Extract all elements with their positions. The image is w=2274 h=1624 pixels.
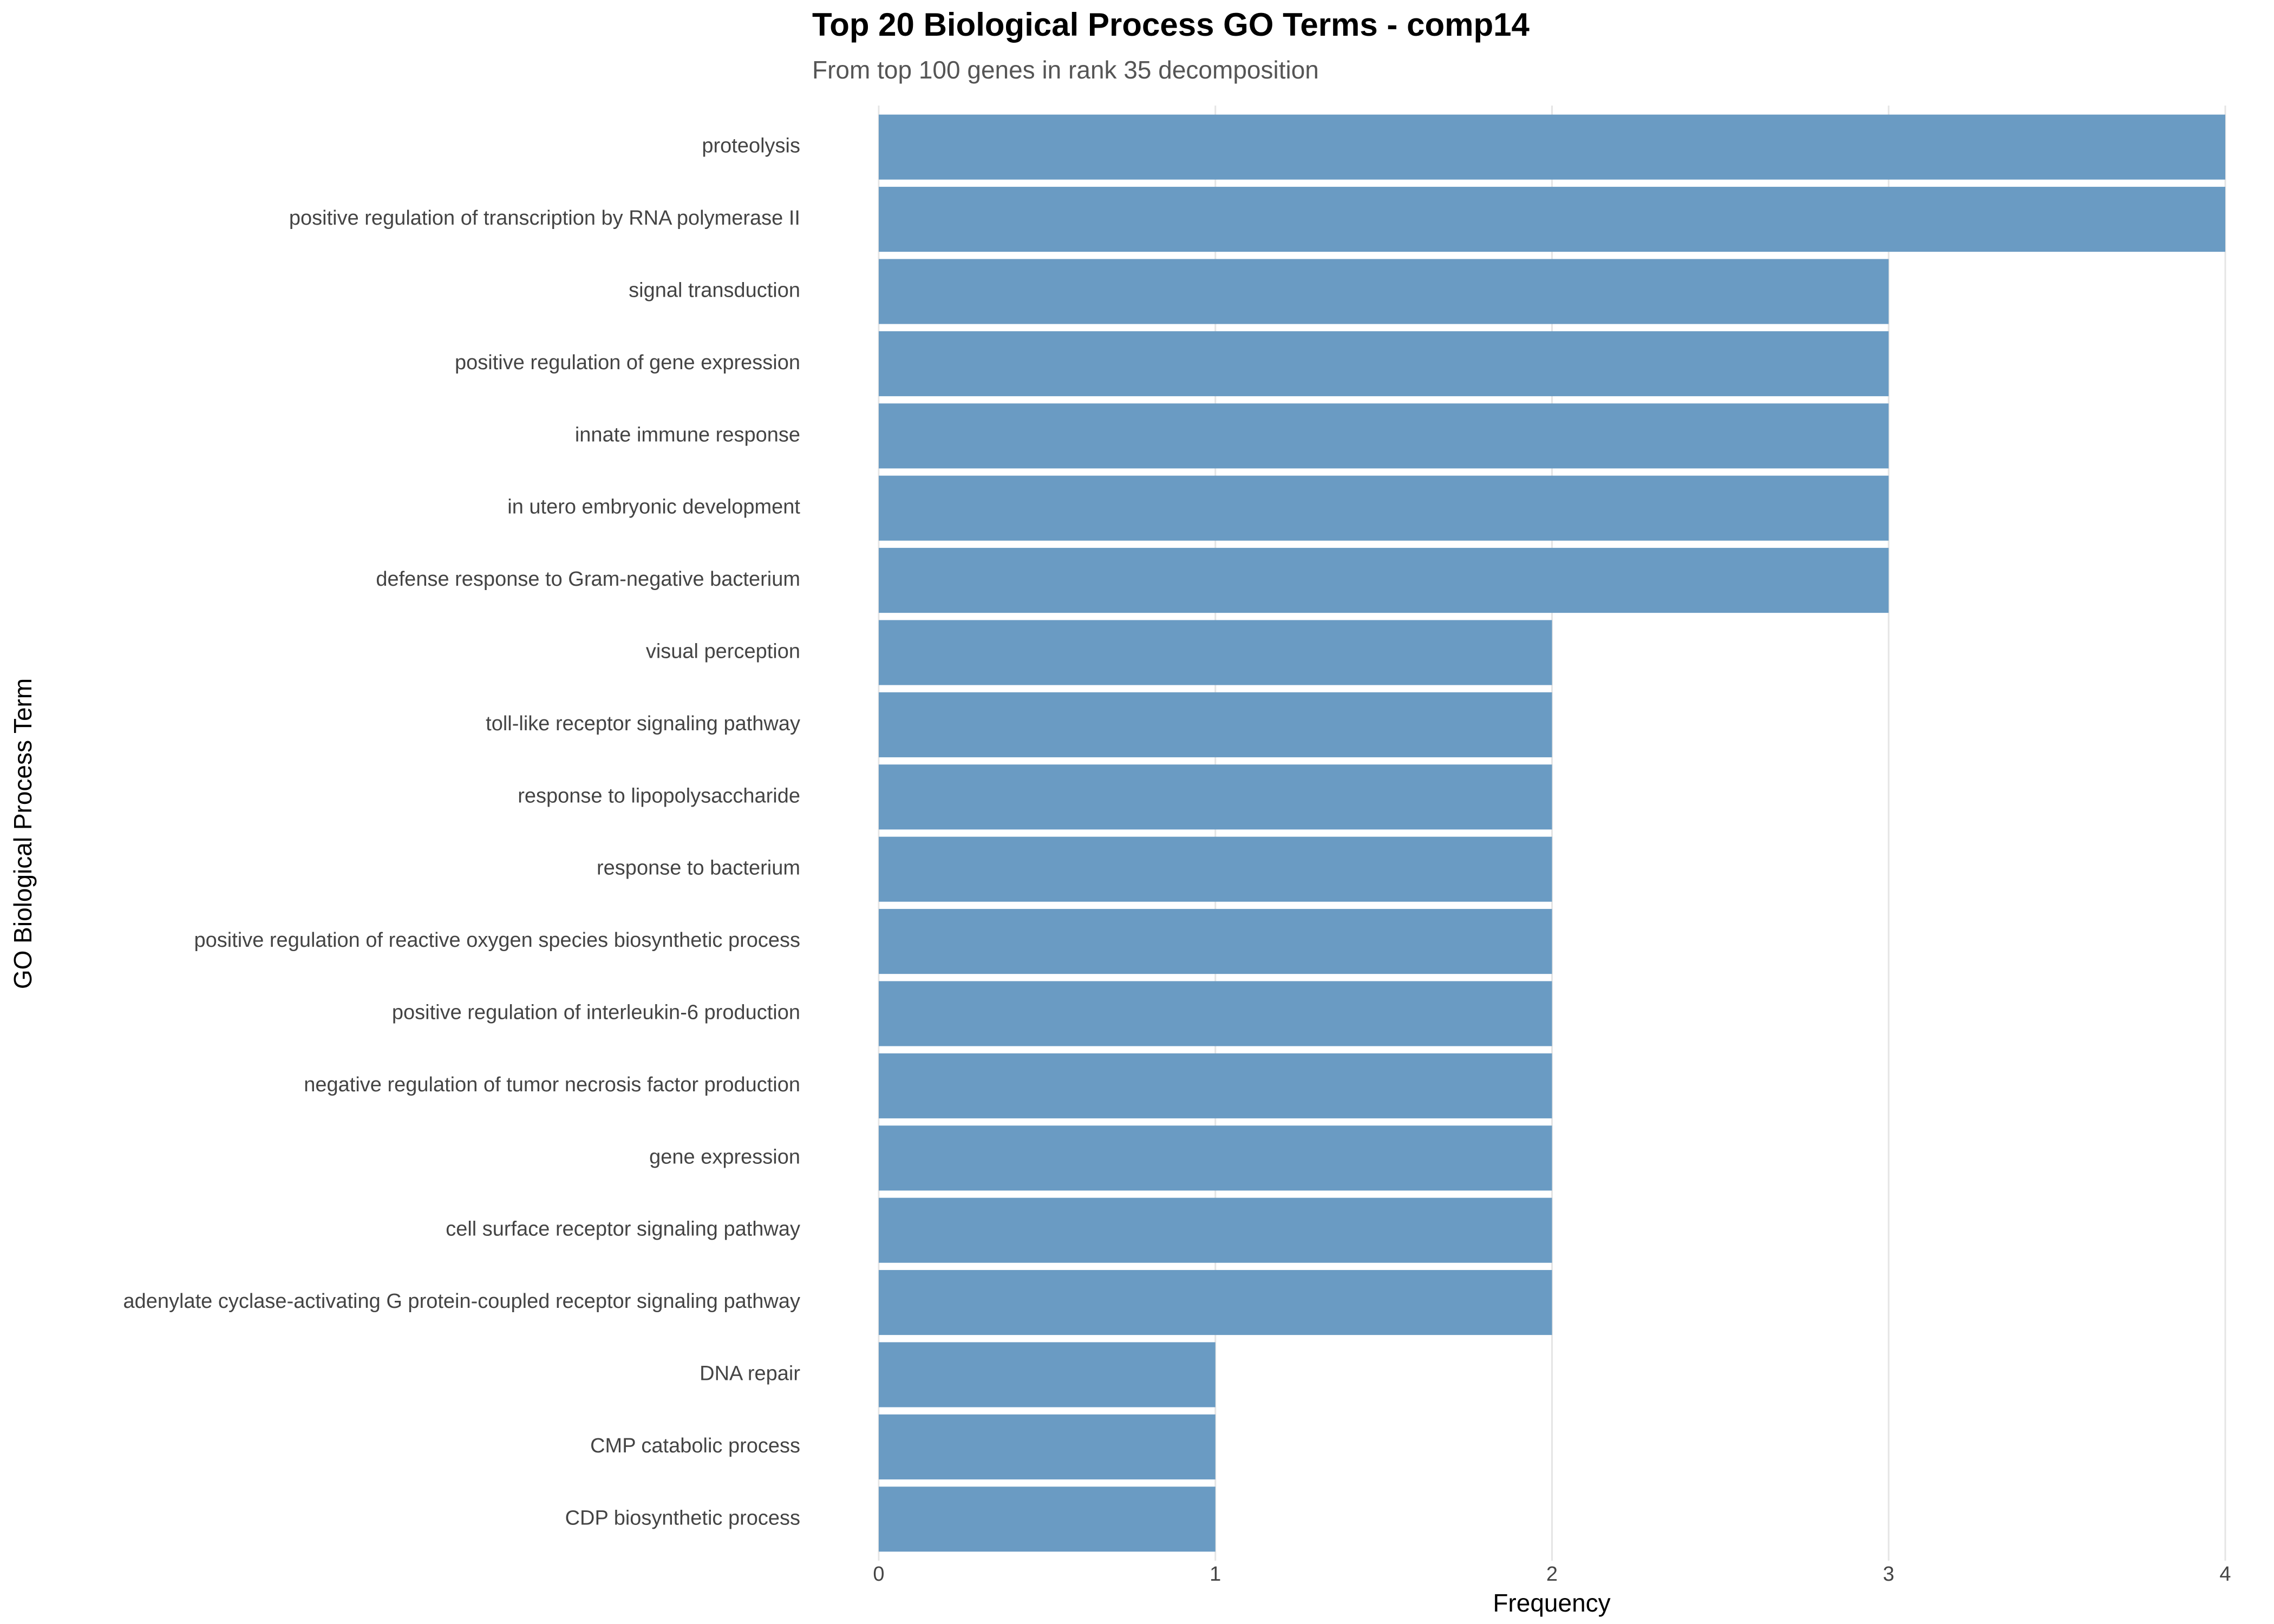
y-tick-label: signal transduction bbox=[629, 279, 800, 302]
bar bbox=[879, 259, 1889, 324]
bar bbox=[879, 764, 1552, 830]
bar bbox=[879, 1125, 1552, 1191]
bar bbox=[879, 548, 1889, 613]
x-axis-title: Frequency bbox=[1493, 1589, 1610, 1617]
y-tick-label: positive regulation of reactive oxygen s… bbox=[194, 929, 801, 952]
bar bbox=[879, 1270, 1552, 1335]
y-tick-label: CDP biosynthetic process bbox=[565, 1507, 800, 1529]
y-tick-label: in utero embryonic development bbox=[507, 496, 800, 519]
y-tick-label: adenylate cyclase-activating G protein-c… bbox=[123, 1290, 801, 1313]
bar bbox=[879, 187, 2225, 252]
y-tick-label: defense response to Gram-negative bacter… bbox=[376, 568, 800, 591]
x-tick-label: 1 bbox=[1210, 1563, 1221, 1586]
x-tick-label: 0 bbox=[873, 1563, 884, 1586]
bar bbox=[879, 909, 1552, 974]
bar bbox=[879, 403, 1889, 469]
bar bbox=[879, 475, 1889, 541]
chart-title: Top 20 Biological Process GO Terms - com… bbox=[812, 6, 1530, 43]
y-tick-label: positive regulation of gene expression bbox=[455, 351, 800, 374]
x-tick-label: 3 bbox=[1883, 1563, 1894, 1586]
bar bbox=[879, 1053, 1552, 1118]
y-tick-label: response to bacterium bbox=[597, 857, 800, 880]
y-axis-title: GO Biological Process Term bbox=[9, 678, 37, 989]
y-tick-label: toll-like receptor signaling pathway bbox=[486, 712, 800, 735]
bar bbox=[879, 692, 1552, 757]
y-tick-label: innate immune response bbox=[575, 423, 800, 446]
x-tick-label: 2 bbox=[1546, 1563, 1558, 1586]
bar bbox=[879, 1342, 1216, 1407]
x-tick-label: 4 bbox=[2219, 1563, 2231, 1586]
y-tick-label: positive regulation of interleukin-6 pro… bbox=[392, 1001, 800, 1024]
y-tick-label: cell surface receptor signaling pathway bbox=[446, 1218, 800, 1241]
bar bbox=[879, 836, 1552, 902]
y-tick-label: CMP catabolic process bbox=[590, 1435, 800, 1457]
bar bbox=[879, 981, 1552, 1046]
y-tick-label: DNA repair bbox=[700, 1363, 800, 1385]
y-tick-label: gene expression bbox=[649, 1145, 800, 1168]
bar bbox=[879, 1197, 1552, 1263]
bar bbox=[879, 1414, 1216, 1479]
y-tick-label: visual perception bbox=[646, 640, 800, 663]
y-tick-label: negative regulation of tumor necrosis fa… bbox=[304, 1073, 800, 1096]
y-tick-label: positive regulation of transcription by … bbox=[289, 207, 800, 230]
bar bbox=[879, 1487, 1216, 1552]
bar bbox=[879, 620, 1552, 685]
bar bbox=[879, 331, 1889, 396]
chart-subtitle: From top 100 genes in rank 35 decomposit… bbox=[812, 56, 1319, 84]
bar bbox=[879, 114, 2225, 180]
y-tick-label: proteolysis bbox=[702, 135, 800, 158]
y-tick-label: response to lipopolysaccharide bbox=[518, 784, 800, 807]
